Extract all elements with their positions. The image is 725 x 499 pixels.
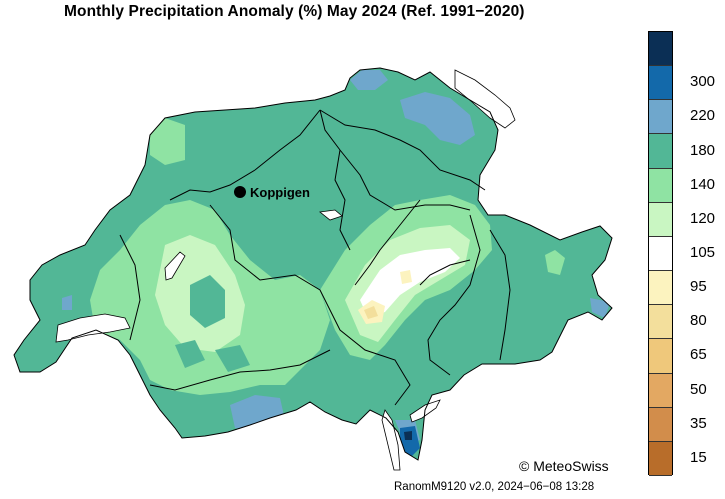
legend-tick-label: 15 (690, 448, 707, 466)
zone-300-plus (404, 431, 412, 440)
zone-220-bodensee (400, 92, 475, 145)
map-title: Monthly Precipitation Anomaly (%) May 20… (64, 3, 525, 20)
zone-180-south-pocket (175, 340, 205, 368)
legend-tick-label: 35 (690, 414, 707, 432)
legend-class-swatch (649, 202, 672, 237)
switzerland-shape (14, 68, 612, 460)
legend-tick-label: 65 (690, 346, 707, 364)
country-border (13, 67, 613, 461)
zone-220-west (62, 295, 72, 310)
legend-tick-label: 120 (690, 209, 716, 227)
precipitation-anomaly-map: Koppigen (13, 67, 613, 471)
legend-class-swatch (649, 441, 672, 476)
legend-class-swatch (649, 100, 672, 135)
legend-tick-label: 220 (690, 107, 716, 125)
zone-80-spot (364, 306, 378, 319)
legend-class-swatch (649, 168, 672, 203)
legend-tick-label: 50 (690, 380, 707, 398)
zone-140-north (150, 118, 185, 165)
zone-220-east (590, 298, 610, 318)
legend-tick-label: 180 (690, 141, 716, 159)
legend-tick-label: 105 (690, 244, 716, 261)
zone-95-spot2 (400, 270, 412, 284)
footer-version: RanomM9120 v2.0, 2024−06−08 13:28 (394, 481, 595, 493)
legend-tick-label: 80 (690, 312, 707, 330)
legend-tick-label: 300 (690, 73, 716, 91)
legend-class-swatch (649, 407, 672, 442)
lake-constance (454, 69, 516, 129)
legend-colorbar (648, 31, 673, 476)
region-boundaries (119, 109, 511, 406)
legend-class-swatch (649, 373, 672, 408)
legend-tick-label: 95 (690, 278, 707, 296)
copyright: © MeteoSwiss (519, 458, 609, 474)
legend-class-swatch (649, 339, 672, 374)
lake-maggiore (381, 409, 401, 471)
zone-180-west-pocket (190, 275, 225, 328)
legend-class-swatch (649, 134, 672, 169)
zone-140-east (545, 250, 565, 275)
lake-neuchatel (164, 251, 186, 281)
legend-class-swatch (649, 236, 672, 272)
station-koppigen-label: Koppigen (250, 185, 310, 200)
legend-class-swatch (649, 66, 672, 101)
lake-geneva (55, 313, 131, 343)
station-koppigen-marker[interactable] (234, 186, 246, 198)
legend-class-swatch (649, 32, 672, 67)
legend-class-swatch (649, 305, 672, 340)
zone-105-central (360, 248, 460, 318)
legend-tick-label: 140 (690, 175, 716, 193)
zone-220-schaffhausen (350, 70, 388, 90)
legend-class-swatch (649, 271, 672, 306)
zone-180-sw-pocket (215, 345, 250, 372)
